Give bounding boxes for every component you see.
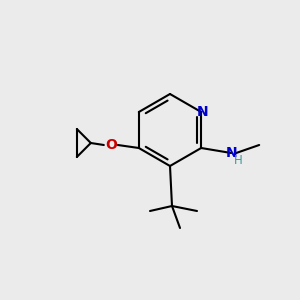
Text: O: O bbox=[105, 138, 117, 152]
Text: N: N bbox=[196, 105, 208, 119]
Text: N: N bbox=[225, 146, 237, 160]
Text: H: H bbox=[234, 154, 243, 167]
